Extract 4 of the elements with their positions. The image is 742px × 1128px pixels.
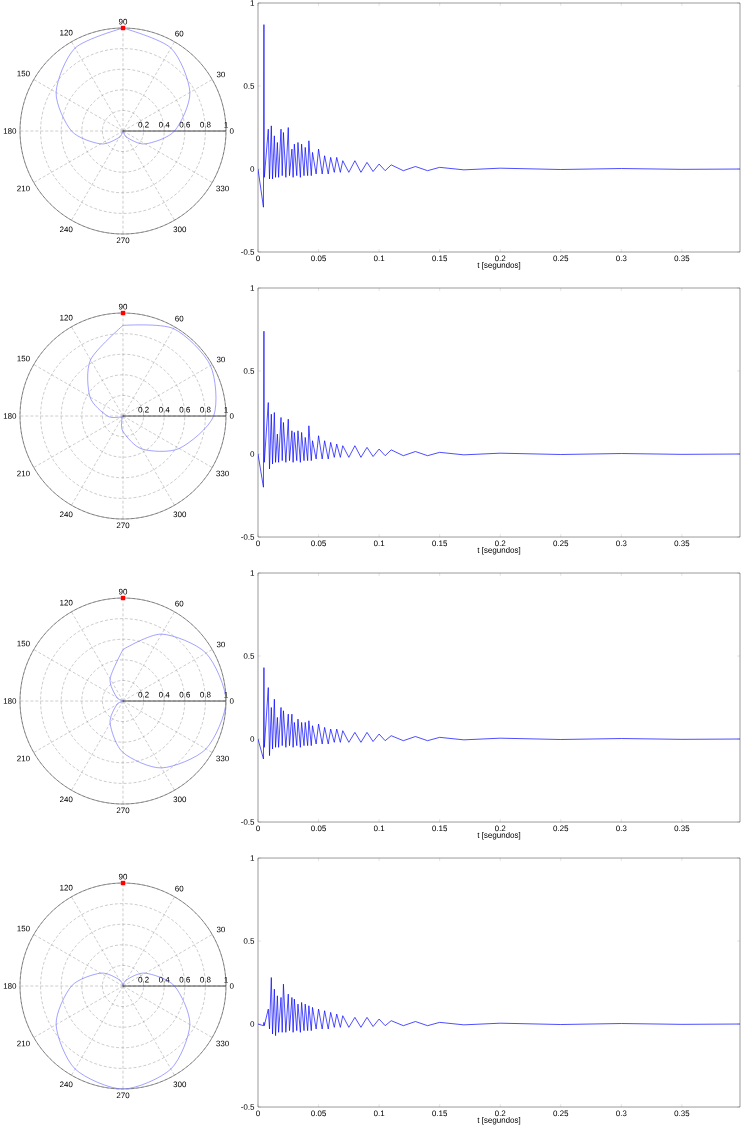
line-series [258,977,740,1036]
line-series [258,667,740,760]
line-series [258,330,740,488]
line-series [258,24,740,208]
